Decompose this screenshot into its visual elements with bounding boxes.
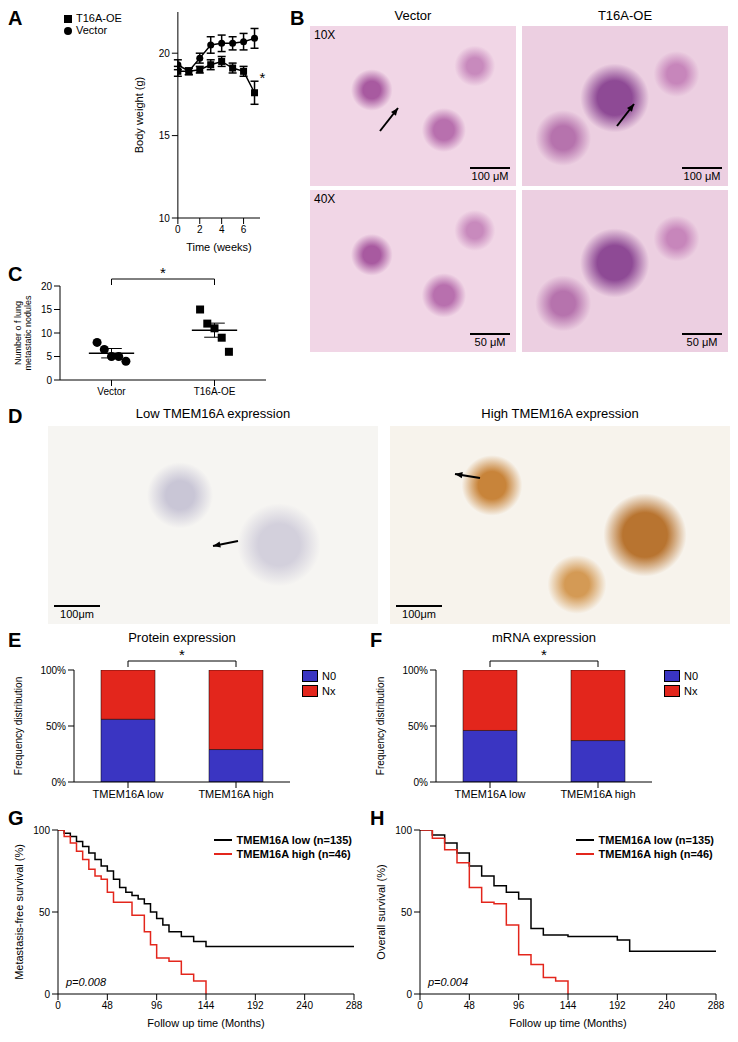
svg-text:*: * (541, 646, 547, 663)
html-text:E: E (8, 629, 22, 651)
svg-text:Time (weeks): Time (weeks) (186, 241, 252, 253)
svg-text:96: 96 (151, 1000, 163, 1011)
html-text:mRNA expression: mRNA expression (492, 630, 596, 645)
html-text:D: D (8, 405, 23, 427)
html-text:B: B (290, 7, 305, 29)
svg-text:TMEM16A high: TMEM16A high (560, 788, 635, 800)
svg-text:4: 4 (219, 224, 225, 235)
svg-text:15: 15 (159, 130, 171, 141)
svg-text:0: 0 (44, 989, 50, 1000)
svg-text:Body weight (g): Body weight (g) (133, 77, 145, 153)
svg-text:0: 0 (175, 224, 181, 235)
html-text:50 μM: 50 μM (686, 336, 718, 348)
html-text:100 μM: 100 μM (683, 170, 721, 182)
svg-text:10: 10 (159, 213, 171, 224)
svg-text:192: 192 (247, 1000, 264, 1011)
svg-text:144: 144 (560, 1000, 577, 1011)
html-text:10X: 10X (314, 28, 336, 42)
svg-text:48: 48 (102, 1000, 114, 1011)
svg-text:Follow up time (Months): Follow up time (Months) (147, 1017, 264, 1029)
svg-text:96: 96 (513, 1000, 525, 1011)
html-text:Nx: Nx (322, 685, 336, 697)
svg-text:TMEM16A low: TMEM16A low (93, 788, 164, 800)
svg-text:0%: 0% (414, 777, 429, 788)
svg-text:50%: 50% (46, 721, 66, 732)
svg-text:0%: 0% (52, 777, 67, 788)
svg-text:T16A-OE: T16A-OE (194, 386, 236, 397)
svg-text:288: 288 (708, 1000, 725, 1011)
svg-text:100: 100 (395, 825, 412, 836)
svg-text:50%: 50% (408, 721, 428, 732)
html-text:100 μM: 100 μM (471, 170, 509, 182)
svg-text:0: 0 (406, 989, 412, 1000)
svg-text:metastatic nodules: metastatic nodules (23, 295, 33, 371)
html-text:Vector: Vector (394, 8, 432, 23)
svg-text:100: 100 (33, 825, 50, 836)
html-text:Nx: Nx (684, 685, 698, 697)
html-text:TMEM16A high (n=46): TMEM16A high (n=46) (236, 848, 351, 860)
svg-text:50: 50 (39, 907, 51, 918)
svg-text:240: 240 (296, 1000, 313, 1011)
svg-text:10: 10 (41, 328, 53, 339)
svg-text:48: 48 (464, 1000, 476, 1011)
html-text:p=0.004: p=0.004 (428, 976, 469, 988)
svg-text:288: 288 (346, 1000, 363, 1011)
html-text:Protein expression: Protein expression (128, 630, 236, 645)
svg-text:TMEM16A high: TMEM16A high (198, 788, 273, 800)
svg-text:0: 0 (46, 375, 52, 386)
svg-text:192: 192 (609, 1000, 626, 1011)
svg-text:100%: 100% (40, 665, 66, 676)
svg-text:Vector: Vector (97, 386, 126, 397)
html-text:G: G (8, 807, 24, 829)
svg-text:Follow up time (Months): Follow up time (Months) (509, 1017, 626, 1029)
svg-text:5: 5 (46, 351, 52, 362)
svg-text:2: 2 (197, 224, 203, 235)
html-text:100μm: 100μm (60, 608, 94, 620)
html-text:F: F (370, 629, 383, 651)
svg-text:240: 240 (658, 1000, 675, 1011)
html-text:100μm: 100μm (402, 608, 436, 620)
html-text:TMEM16A high (n=46): TMEM16A high (n=46) (598, 848, 713, 860)
html-text:TMEM16A low (n=135): TMEM16A low (n=135) (236, 834, 352, 846)
svg-text:Frequency distribution: Frequency distribution (375, 677, 386, 775)
html-text:T16A-OE: T16A-OE (597, 8, 653, 23)
html-text:Low TMEM16A expression: Low TMEM16A expression (135, 406, 291, 421)
svg-text:0: 0 (55, 1000, 61, 1011)
html-text:Vector: Vector (76, 24, 108, 36)
svg-text:20: 20 (159, 48, 171, 59)
svg-text:100%: 100% (402, 665, 428, 676)
svg-text:Frequency distribution: Frequency distribution (13, 677, 24, 775)
svg-text:50: 50 (401, 907, 413, 918)
html-text:N0: N0 (322, 670, 337, 682)
html-text:H: H (370, 807, 385, 829)
svg-text:Metastasis-free survival (%): Metastasis-free survival (%) (13, 844, 25, 980)
html-text:High TMEM16A expression: High TMEM16A expression (481, 406, 639, 421)
html-text:40X: 40X (314, 192, 336, 206)
html-text:TMEM16A low (n=135): TMEM16A low (n=135) (598, 834, 714, 846)
svg-text:20: 20 (41, 281, 53, 292)
svg-text:TMEM16A low: TMEM16A low (455, 788, 526, 800)
svg-text:6: 6 (241, 224, 247, 235)
html-text:A: A (8, 7, 23, 29)
svg-text:144: 144 (198, 1000, 215, 1011)
svg-text:*: * (179, 646, 185, 663)
svg-text:*: * (260, 69, 266, 86)
svg-text:0: 0 (417, 1000, 423, 1011)
html-text:C: C (8, 263, 23, 285)
svg-text:*: * (160, 264, 166, 281)
html-text:T16A-OE: T16A-OE (76, 12, 122, 24)
svg-text:Overall survival (%): Overall survival (%) (375, 864, 387, 959)
html-text:50 μM: 50 μM (474, 336, 506, 348)
svg-text:Number o f lung: Number o f lung (13, 301, 23, 365)
html-text:N0: N0 (684, 670, 699, 682)
html-text:p=0.008: p=0.008 (66, 976, 107, 988)
svg-text:15: 15 (41, 304, 53, 315)
